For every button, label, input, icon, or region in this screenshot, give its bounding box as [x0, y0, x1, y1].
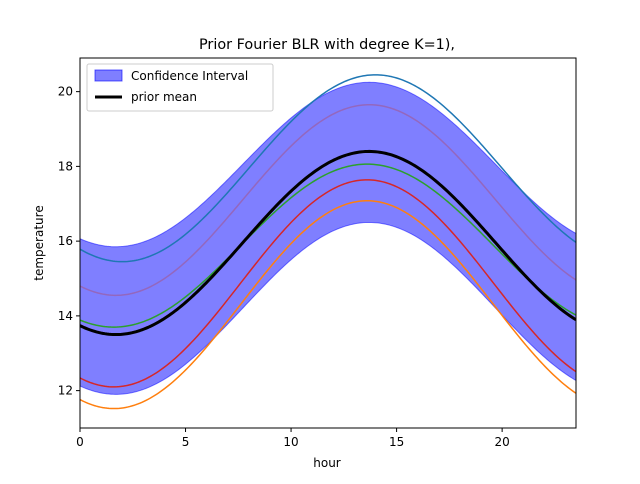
legend-label-confidence-interval: Confidence Interval — [131, 69, 248, 83]
y-tick-label: 16 — [58, 234, 73, 248]
sample-line-3 — [80, 163, 576, 328]
y-tick-label: 20 — [58, 85, 73, 99]
legend: Confidence Interval prior mean — [86, 63, 274, 112]
x-axis-label: hour — [313, 456, 341, 470]
sample-line-4 — [80, 179, 576, 388]
sample-line-2 — [80, 103, 576, 297]
x-tick-label: 0 — [76, 435, 84, 449]
confidence-interval-band — [80, 81, 576, 395]
x-tick-label: 10 — [283, 435, 298, 449]
legend-frame — [86, 63, 274, 112]
y-tick-label: 12 — [58, 384, 73, 398]
prior-mean-line — [80, 149, 576, 337]
series-layer — [80, 74, 576, 410]
axes-layer: 0 5 10 15 20 12 14 16 18 20 — [58, 57, 577, 449]
y-tick-label: 18 — [58, 159, 73, 173]
x-tick-label: 15 — [389, 435, 404, 449]
x-tick-label: 20 — [494, 435, 509, 449]
y-tick-label: 14 — [58, 309, 73, 323]
y-axis-label: temperature — [32, 205, 46, 280]
legend-label-prior-mean: prior mean — [131, 90, 197, 104]
plot-frame — [79, 57, 577, 429]
sample-line-5 — [80, 200, 576, 410]
legend-swatch-confidence-interval — [94, 69, 123, 82]
sample-line-1 — [80, 74, 576, 263]
confidence-band-layer — [80, 81, 576, 395]
chart-title: Prior Fourier BLR with degree K=1), — [199, 37, 455, 53]
x-tick-label: 5 — [182, 435, 190, 449]
